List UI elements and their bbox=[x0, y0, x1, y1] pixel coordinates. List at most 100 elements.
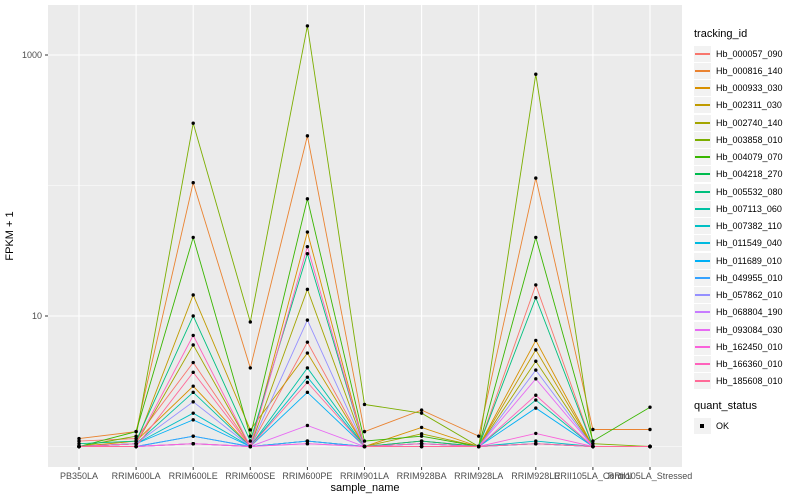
data-point bbox=[248, 434, 252, 438]
legend-item-label: Hb_000933_030 bbox=[716, 83, 783, 94]
x-tick-label: RRIM600LE bbox=[169, 471, 218, 481]
legend: tracking_id Hb_000057_090 Hb_000816_140 Hb… bbox=[694, 28, 798, 434]
data-point bbox=[191, 360, 195, 365]
data-point bbox=[134, 442, 138, 446]
data-point bbox=[191, 390, 195, 395]
legend-key-line bbox=[695, 69, 710, 72]
legend-item-Hb_005532_080: Hb_005532_080 bbox=[694, 183, 798, 200]
legend-item-label: Hb_185608_010 bbox=[716, 376, 783, 387]
legend-item-label: Hb_166360_010 bbox=[716, 359, 783, 370]
data-point bbox=[77, 444, 81, 449]
legend-key-swatch bbox=[694, 183, 711, 200]
legend-key-line bbox=[695, 380, 710, 383]
legend-item-Hb_185608_010: Hb_185608_010 bbox=[694, 373, 798, 390]
data-point bbox=[419, 444, 424, 449]
legend-item-label: Hb_000057_090 bbox=[716, 48, 783, 59]
legend-key-swatch bbox=[694, 321, 711, 338]
legend-item-Hb_000933_030: Hb_000933_030 bbox=[694, 80, 798, 97]
data-point bbox=[305, 366, 310, 370]
legend-key-swatch bbox=[694, 97, 711, 114]
data-point bbox=[191, 384, 195, 388]
data-point bbox=[419, 408, 424, 412]
data-point bbox=[534, 439, 538, 443]
data-point bbox=[305, 442, 310, 446]
data-point bbox=[191, 418, 195, 422]
legend-key-line bbox=[695, 173, 710, 176]
data-point bbox=[191, 314, 195, 318]
data-point bbox=[591, 444, 595, 449]
data-point bbox=[534, 359, 538, 363]
legend-item-Hb_007113_060: Hb_007113_060 bbox=[694, 200, 798, 217]
data-point bbox=[534, 348, 538, 352]
legend-key-swatch bbox=[694, 80, 711, 97]
legend-key-swatch bbox=[694, 373, 711, 390]
data-point bbox=[305, 340, 310, 344]
legend-item-label: Hb_011689_010 bbox=[716, 255, 782, 266]
data-point bbox=[305, 134, 310, 138]
data-point bbox=[591, 442, 595, 446]
legend-item-label: Hb_011549_040 bbox=[716, 238, 782, 249]
data-point bbox=[534, 176, 538, 180]
legend-item-quant-OK: OK bbox=[694, 417, 798, 434]
data-point bbox=[305, 244, 310, 249]
legend-key-swatch bbox=[694, 114, 711, 131]
legend-key-line bbox=[695, 156, 710, 159]
legend-key-line bbox=[695, 52, 710, 55]
legend-key-line bbox=[695, 87, 710, 90]
legend-item-label: Hb_000816_140 bbox=[716, 65, 783, 76]
legend-item-Hb_057862_010: Hb_057862_010 bbox=[694, 287, 798, 304]
data-point bbox=[419, 442, 424, 446]
data-point bbox=[591, 439, 595, 443]
legend-item-label: Hb_057862_010 bbox=[716, 290, 783, 301]
data-point bbox=[362, 429, 367, 434]
data-point bbox=[191, 235, 195, 240]
legend-item-Hb_002740_140: Hb_002740_140 bbox=[694, 114, 798, 131]
data-point bbox=[134, 436, 138, 441]
legend-item-Hb_011689_010: Hb_011689_010 bbox=[694, 252, 798, 269]
data-point bbox=[248, 320, 252, 324]
data-point bbox=[305, 230, 310, 234]
legend-item-Hb_049955_010: Hb_049955_010 bbox=[694, 269, 798, 286]
legend-item-label: Hb_002740_140 bbox=[716, 117, 783, 128]
legend-item-label: Hb_007382_110 bbox=[716, 221, 782, 232]
legend-title-tracking-id: tracking_id bbox=[694, 28, 748, 40]
legend-key-swatch bbox=[694, 252, 711, 269]
data-point bbox=[305, 423, 310, 428]
data-point bbox=[534, 393, 538, 397]
legend-key-swatch bbox=[694, 417, 711, 434]
legend-item-Hb_004079_070: Hb_004079_070 bbox=[694, 149, 798, 166]
data-point bbox=[305, 351, 310, 355]
data-point bbox=[191, 121, 195, 125]
data-point bbox=[191, 181, 195, 185]
legend-item-Hb_004218_270: Hb_004218_270 bbox=[694, 166, 798, 183]
x-tick-label: RRII105LA_Control bbox=[554, 471, 632, 481]
legend-key-swatch bbox=[694, 131, 711, 148]
data-point bbox=[534, 296, 538, 300]
legend-key-swatch bbox=[694, 356, 711, 373]
legend-key-swatch bbox=[694, 166, 711, 183]
data-point bbox=[534, 398, 538, 402]
legend-key-swatch bbox=[694, 45, 711, 62]
data-point bbox=[305, 380, 310, 385]
data-point bbox=[648, 444, 652, 449]
data-point bbox=[305, 197, 310, 201]
x-tick-label: RRII105LA_Stressed bbox=[608, 471, 693, 481]
legend-key-line bbox=[695, 294, 710, 297]
data-point bbox=[305, 390, 310, 395]
data-point bbox=[534, 406, 538, 410]
legend-key-swatch bbox=[694, 338, 711, 355]
x-tick-label: RRIM600LA bbox=[112, 471, 161, 481]
data-point bbox=[77, 442, 81, 446]
data-point bbox=[477, 444, 481, 449]
data-point bbox=[419, 411, 424, 415]
x-tick-label: RRIM600SE bbox=[225, 471, 275, 481]
data-point bbox=[534, 442, 538, 446]
legend-key-line bbox=[695, 328, 710, 331]
legend-key-line bbox=[695, 363, 710, 366]
data-point bbox=[591, 427, 595, 432]
data-point bbox=[305, 24, 310, 28]
legend-item-label: Hb_007113_060 bbox=[716, 203, 782, 214]
data-point bbox=[305, 252, 310, 256]
y-axis-title: FPKM + 1 bbox=[4, 211, 16, 261]
legend-item-Hb_068804_190: Hb_068804_190 bbox=[694, 304, 798, 321]
